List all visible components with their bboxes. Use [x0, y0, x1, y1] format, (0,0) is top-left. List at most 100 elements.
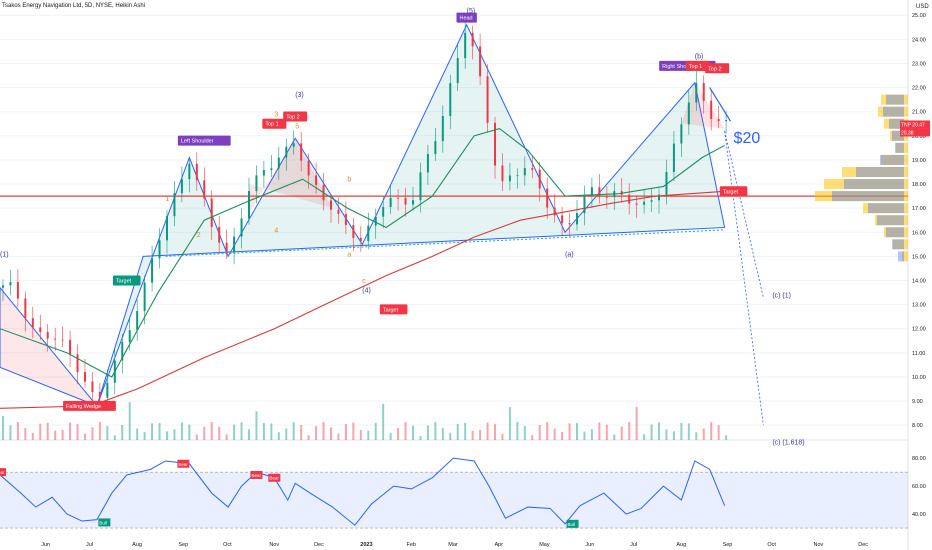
price-tick-label: 17.00	[912, 206, 926, 212]
volume-bar	[277, 432, 280, 440]
date-tick-label: Oct	[767, 542, 776, 548]
price-tick-label: 10.00	[912, 375, 926, 381]
candle-body	[136, 311, 139, 331]
volume-bar	[456, 423, 459, 440]
volume-bar	[91, 427, 94, 440]
candle-body	[91, 381, 94, 393]
volume-bar	[337, 433, 340, 440]
volume-bar	[643, 434, 646, 440]
candle-body	[523, 168, 526, 176]
volume-bar	[479, 429, 482, 440]
divergence-label: Bear	[178, 462, 188, 467]
candle-body	[546, 188, 549, 208]
volume-profile-bar	[881, 94, 908, 105]
volume-bar	[538, 424, 541, 440]
candle-body	[434, 141, 437, 155]
candle-body	[16, 282, 19, 299]
annotation-label: 2	[197, 232, 201, 239]
volume-bar	[546, 422, 549, 440]
volume-profile-bar	[824, 179, 908, 190]
date-tick-label: Dec	[314, 542, 324, 548]
volume-bar	[98, 422, 101, 440]
volume-bar	[590, 429, 593, 440]
candle-body	[672, 143, 675, 172]
volume-bar	[329, 427, 332, 440]
volume-bar	[561, 432, 564, 440]
candle-body	[687, 102, 690, 125]
divergence-label: Bull	[99, 520, 107, 525]
candle-body	[24, 298, 27, 319]
volume-bar	[441, 427, 444, 440]
volume-bar	[665, 429, 668, 440]
volume-bar	[695, 432, 698, 440]
candle-body	[702, 83, 705, 101]
candle-body	[374, 216, 377, 226]
candle-body	[292, 143, 295, 147]
candle-body	[121, 341, 124, 361]
volume-profile-bar	[890, 130, 908, 141]
volume-bar	[39, 423, 42, 440]
volume-bar	[315, 426, 318, 440]
falling-wedge-shape	[0, 286, 98, 407]
volume-bar	[680, 423, 683, 440]
volume-bar	[106, 426, 109, 440]
price-tick-label: 13.00	[912, 303, 926, 309]
candle-body	[151, 258, 154, 283]
volume-profile-bar	[896, 142, 908, 153]
volume-profile-bar	[884, 227, 908, 238]
candle-body	[315, 175, 318, 185]
candle-body	[725, 120, 728, 122]
volume-bar	[710, 422, 713, 440]
candle-body	[382, 206, 385, 217]
volume-bar	[76, 424, 79, 440]
price-tick-label: 23.00	[912, 61, 926, 67]
candle-body	[285, 146, 288, 158]
rsi-tick-label: 40.00	[912, 512, 926, 518]
volume-profile-bar	[893, 239, 908, 250]
candle-body	[98, 392, 101, 398]
volume-bar	[449, 432, 452, 440]
date-tick-label: Feb	[407, 542, 416, 548]
candle-body	[225, 242, 228, 252]
candle-body	[710, 100, 713, 120]
head-shoulders-shape	[96, 23, 726, 407]
volume-bar	[1, 416, 4, 440]
candle-body	[255, 175, 258, 192]
annotation-label: 4	[274, 227, 278, 234]
volume-bar	[516, 422, 519, 440]
volume-bar	[151, 423, 154, 440]
volume-profile-bar	[842, 166, 908, 177]
volume-bar	[434, 422, 437, 440]
candle-body	[553, 207, 556, 216]
candle-body	[233, 236, 236, 252]
annotation-label: $20	[734, 130, 761, 147]
volume-bar	[54, 430, 57, 440]
volume-bar	[501, 433, 504, 440]
candle-body	[494, 122, 497, 166]
volume-bar	[173, 429, 176, 440]
annotation-label: (1)	[0, 251, 9, 258]
annotation-label: (4)	[362, 288, 371, 295]
volume-bar	[658, 422, 661, 440]
volume-profile-bar	[889, 118, 904, 129]
candle-body	[359, 237, 362, 242]
annotation-label: (c) (1)	[772, 292, 791, 299]
volume-bar	[359, 429, 362, 440]
volume-bar	[598, 422, 601, 440]
volume-bar	[210, 422, 213, 440]
date-tick-label: Aug	[132, 542, 142, 548]
volume-profile-bar	[844, 179, 904, 190]
double-top-shape-2	[681, 82, 725, 129]
annotation-label: Left Shoulder	[181, 139, 214, 145]
candle-body	[344, 213, 347, 226]
rsi-tick-label: 60.00	[912, 484, 926, 490]
volume-bar	[247, 429, 250, 440]
volume-profile-bar	[886, 94, 904, 105]
date-tick-label: 2023	[360, 542, 372, 548]
price-tick-label: 22.00	[912, 86, 926, 92]
date-tick-label: Apr	[494, 542, 503, 548]
volume-bar	[69, 422, 72, 440]
divergence-label: Bear	[269, 476, 279, 481]
candle-body	[508, 175, 511, 182]
